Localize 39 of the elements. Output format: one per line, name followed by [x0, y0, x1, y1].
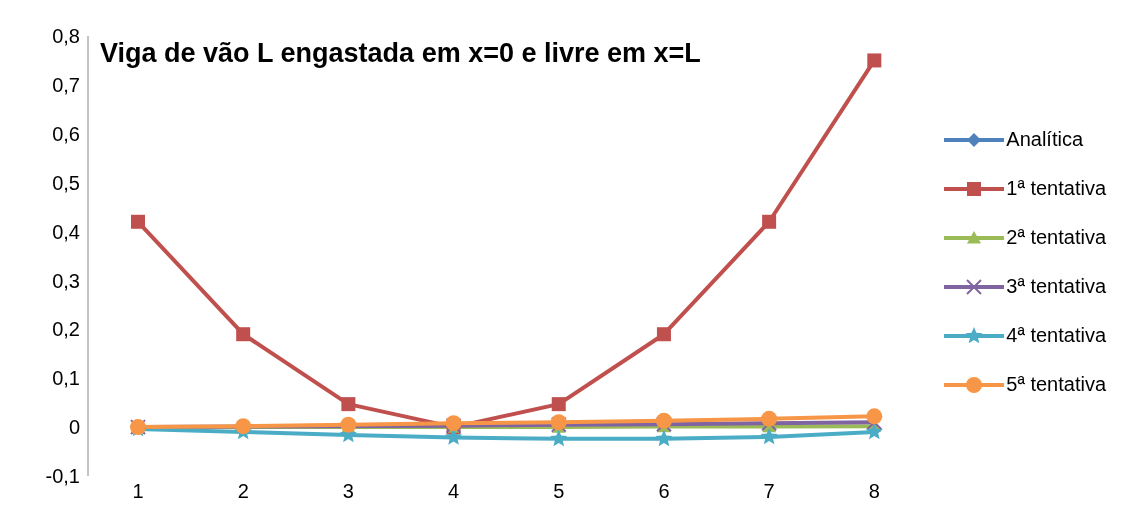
legend-label: 4ª tentativa	[1006, 324, 1106, 347]
y-tick-label: 0	[68, 416, 80, 439]
x-tick-label: 2	[237, 480, 249, 503]
point	[236, 327, 251, 342]
y-tick-label: 0,1	[52, 367, 80, 390]
point	[131, 214, 145, 229]
point	[550, 429, 568, 447]
legend-label: 5ª tentativa	[1006, 373, 1106, 396]
x-tick-label: 8	[868, 480, 880, 503]
legend-label: 1ª tentativa	[1006, 177, 1106, 200]
point	[655, 412, 672, 429]
y-tick-label: 0,4	[52, 220, 80, 243]
point	[656, 327, 671, 342]
y-tick-label: 0,6	[52, 122, 80, 145]
y-tick-label: -0,1	[45, 465, 80, 488]
y-tick-label: 0,3	[52, 269, 80, 292]
point	[551, 397, 566, 412]
x-tick-label: 6	[658, 480, 670, 503]
x-tick-label: 3	[342, 480, 354, 503]
point	[761, 410, 778, 427]
y-tick-label: 0,5	[52, 171, 80, 194]
chart-title: Viga de vão L engastada em x=0 e livre em x=L	[100, 38, 701, 69]
y-tick-label: 0,7	[52, 73, 80, 96]
x-tick-label: 1	[132, 480, 144, 503]
point	[340, 416, 357, 433]
legend-label: Analítica	[1006, 128, 1084, 151]
legend-label: 3ª tentativa	[1006, 275, 1106, 298]
point	[655, 429, 673, 447]
point	[867, 53, 882, 68]
y-tick-label: 0,2	[52, 318, 80, 341]
point	[760, 427, 778, 445]
y-tick-label: 0,8	[52, 25, 80, 48]
point	[235, 418, 252, 435]
point	[762, 214, 777, 229]
x-tick-label: 5	[553, 480, 565, 503]
point	[341, 397, 356, 412]
x-tick-label: 4	[448, 480, 460, 503]
legend-label: 2ª tentativa	[1006, 226, 1106, 249]
x-tick-label: 7	[763, 480, 775, 503]
